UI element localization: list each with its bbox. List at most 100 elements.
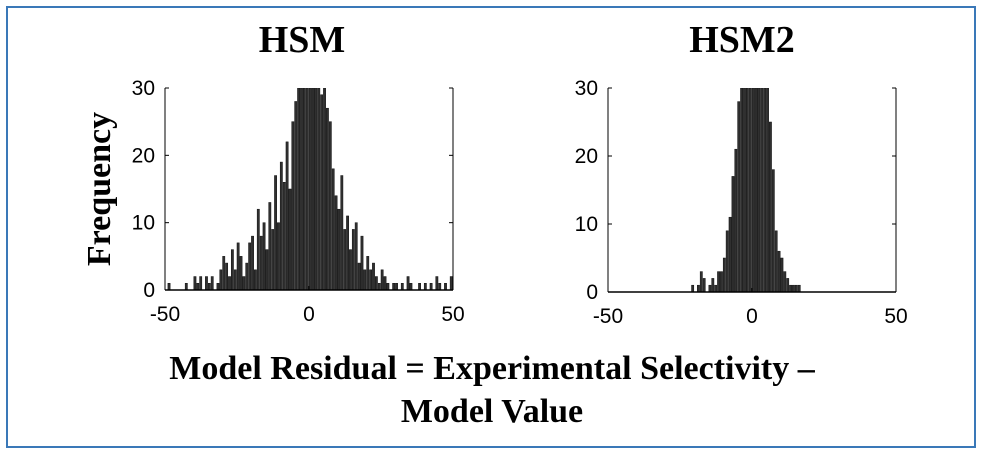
histogram-bar-hsm bbox=[184, 283, 188, 290]
histogram-bar-hsm bbox=[239, 256, 243, 290]
histogram-bar-hsm bbox=[285, 141, 289, 290]
histogram-bar-hsm2 bbox=[714, 284, 718, 292]
histogram-bar-hsm bbox=[323, 88, 326, 290]
x-tick-label-hsm: 50 bbox=[441, 303, 464, 326]
figure-frame bbox=[6, 6, 976, 448]
histogram-bar-hsm bbox=[242, 276, 246, 290]
x-tick-label-hsm: -50 bbox=[150, 303, 180, 326]
histogram-bar-hsm bbox=[438, 283, 442, 290]
histogram-bar-hsm bbox=[259, 235, 263, 290]
histogram-bar-hsm2 bbox=[740, 88, 744, 292]
histogram-bar-hsm2 bbox=[751, 88, 755, 292]
histogram-bar-hsm2 bbox=[774, 230, 778, 292]
histogram-bar-hsm bbox=[314, 88, 318, 290]
histogram-bar-hsm bbox=[444, 283, 447, 290]
histogram-bar-hsm bbox=[300, 88, 303, 290]
histogram-bar-hsm2 bbox=[699, 271, 703, 292]
histogram-bar-hsm bbox=[210, 276, 214, 290]
histogram-bar-hsm bbox=[291, 121, 295, 290]
histogram-bar-hsm2 bbox=[711, 278, 715, 292]
y-tick-label-hsm2: 0 bbox=[586, 281, 598, 304]
histogram-bar-hsm bbox=[228, 276, 231, 290]
histogram-bar-hsm bbox=[282, 182, 286, 290]
histogram-bar-hsm bbox=[449, 276, 453, 290]
histogram-bar-hsm bbox=[363, 269, 367, 290]
x-axis-label-line-2: Model Value bbox=[400, 393, 584, 430]
histogram-bar-hsm bbox=[236, 242, 240, 290]
histogram-bar-hsm bbox=[265, 249, 269, 290]
histogram-bar-hsm bbox=[326, 107, 329, 290]
x-tick-label-hsm2: -50 bbox=[593, 305, 623, 328]
y-tick-label-hsm: 10 bbox=[132, 212, 155, 235]
histogram-bar-hsm2 bbox=[792, 284, 795, 292]
histogram-bar-hsm bbox=[297, 88, 301, 290]
histogram-bar-hsm bbox=[205, 276, 208, 290]
histogram-bar-hsm bbox=[196, 283, 200, 290]
histogram-bar-hsm2 bbox=[720, 271, 723, 292]
histogram-bar-hsm2 bbox=[717, 271, 720, 292]
histogram-bar-hsm2 bbox=[731, 176, 735, 292]
histogram-bar-hsm2 bbox=[734, 148, 738, 292]
histogram-bar-hsm bbox=[423, 283, 427, 290]
histogram-bar-hsm bbox=[262, 222, 266, 290]
histogram-bar-hsm bbox=[400, 283, 404, 290]
histogram-bar-hsm2 bbox=[702, 278, 706, 292]
y-tick-label-hsm: 20 bbox=[132, 144, 155, 167]
histogram-bar-hsm bbox=[435, 276, 439, 290]
histogram-bar-hsm2 bbox=[780, 257, 784, 292]
histogram-bar-hsm bbox=[429, 283, 433, 290]
histogram-bar-hsm2 bbox=[757, 88, 761, 292]
histogram-bar-hsm bbox=[222, 256, 226, 290]
histogram-bar-hsm bbox=[288, 188, 292, 290]
histogram-bar-hsm bbox=[274, 175, 277, 290]
histogram-bar-hsm2 bbox=[728, 216, 732, 292]
histogram-bar-hsm bbox=[167, 283, 171, 290]
histogram-bar-hsm bbox=[380, 269, 384, 290]
histogram-bar-hsm bbox=[395, 283, 398, 290]
histogram-bar-hsm bbox=[271, 229, 275, 290]
histogram-bar-hsm bbox=[366, 256, 370, 290]
histogram-bar-hsm2 bbox=[743, 88, 746, 292]
histogram-bar-hsm2 bbox=[708, 284, 712, 292]
histogram-bar-hsm2 bbox=[763, 88, 767, 292]
histogram-bar-hsm bbox=[357, 262, 361, 290]
histogram-bar-hsm2 bbox=[748, 88, 752, 292]
histogram-bar-hsm bbox=[331, 168, 335, 290]
histogram-bar-hsm bbox=[320, 94, 324, 290]
histogram-bar-hsm bbox=[256, 208, 260, 290]
histogram-bar-hsm2 bbox=[789, 284, 792, 292]
y-tick-label-hsm2: 30 bbox=[575, 77, 598, 100]
histogram-bar-hsm2 bbox=[697, 284, 700, 292]
histogram-bar-hsm2 bbox=[769, 121, 772, 292]
histogram-bar-hsm bbox=[351, 229, 355, 290]
histogram-bar-hsm bbox=[311, 88, 315, 290]
x-tick-label-hsm: 0 bbox=[303, 303, 315, 326]
histogram-bar-hsm2 bbox=[737, 101, 741, 292]
histogram-bar-hsm bbox=[199, 276, 203, 290]
histogram-bar-hsm bbox=[207, 283, 211, 290]
histogram-bar-hsm bbox=[337, 208, 341, 290]
histogram-bar-hsm2 bbox=[722, 257, 726, 292]
histogram-bar-hsm bbox=[279, 161, 283, 290]
histogram-bar-hsm2 bbox=[797, 284, 801, 292]
histogram-bar-hsm bbox=[230, 249, 234, 290]
histogram-bar-hsm bbox=[254, 269, 257, 290]
y-tick-label-hsm: 30 bbox=[132, 77, 155, 100]
y-tick-label-hsm2: 20 bbox=[575, 145, 598, 168]
histogram-bar-hsm2 bbox=[725, 230, 729, 292]
histogram-bar-hsm bbox=[406, 276, 410, 290]
histogram-bar-hsm bbox=[233, 269, 237, 290]
histogram-bar-hsm bbox=[251, 235, 254, 290]
histogram-bar-hsm bbox=[225, 262, 229, 290]
panel-title-hsm: HSM bbox=[258, 19, 346, 61]
histogram-bar-hsm bbox=[219, 269, 223, 290]
histogram-bar-hsm bbox=[317, 88, 321, 290]
histogram-bar-hsm bbox=[248, 242, 252, 290]
histogram-bar-hsm2 bbox=[766, 88, 769, 292]
y-tick-label-hsm: 0 bbox=[143, 279, 155, 302]
histogram-bar-hsm bbox=[308, 88, 312, 290]
histogram-bar-hsm bbox=[377, 283, 381, 290]
panel-title-hsm2: HSM2 bbox=[689, 19, 795, 61]
histogram-bar-hsm2 bbox=[777, 250, 781, 292]
